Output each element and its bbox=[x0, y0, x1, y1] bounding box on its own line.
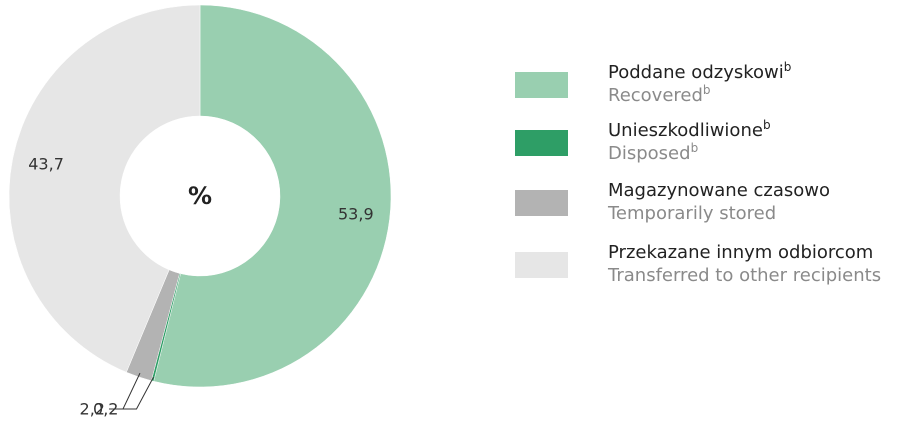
legend-translation-name: Transferred to other recipients bbox=[607, 265, 881, 286]
leader-line bbox=[108, 372, 141, 410]
legend-name: Magazynowane czasowo bbox=[608, 180, 830, 201]
legend-label: Magazynowane czasowo bbox=[608, 180, 830, 201]
footnote-mark: b bbox=[691, 141, 699, 155]
data-label: 0,2 bbox=[93, 400, 118, 419]
pie-slice bbox=[153, 4, 392, 388]
legend-name: Unieszkodliwione bbox=[608, 120, 763, 141]
legend-translation-name: Recovered bbox=[608, 85, 703, 106]
center-label: % bbox=[188, 182, 212, 210]
footnote-mark: b bbox=[784, 60, 792, 74]
legend-swatch bbox=[515, 252, 568, 278]
legend-swatch bbox=[515, 72, 568, 98]
legend-swatch bbox=[515, 190, 568, 216]
data-label: 43,7 bbox=[28, 155, 64, 174]
legend-swatch bbox=[515, 130, 568, 156]
legend-label: Unieszkodliwioneb bbox=[608, 118, 771, 142]
legend-name: Przekazane innym odbiorcom bbox=[608, 242, 873, 263]
legend-translation: Recoveredb bbox=[608, 83, 711, 107]
legend-name: Poddane odzyskowi bbox=[608, 62, 784, 83]
footnote-mark: b bbox=[703, 83, 711, 97]
data-label: 53,9 bbox=[338, 205, 374, 224]
legend-translation-name: Disposed bbox=[608, 143, 691, 164]
legend-translation-name: Temporarily stored bbox=[607, 203, 776, 224]
legend-translation: Temporarily stored bbox=[607, 203, 776, 224]
legend-label: Przekazane innym odbiorcom bbox=[608, 242, 873, 263]
footnote-mark: b bbox=[763, 118, 771, 132]
legend-translation: Disposedb bbox=[608, 141, 698, 165]
pie-slice bbox=[8, 4, 201, 373]
data-label: 2,2 bbox=[80, 400, 105, 419]
leader-line bbox=[122, 376, 154, 410]
legend-translation: Transferred to other recipients bbox=[607, 265, 881, 286]
legend-label: Poddane odzyskowib bbox=[608, 60, 791, 84]
